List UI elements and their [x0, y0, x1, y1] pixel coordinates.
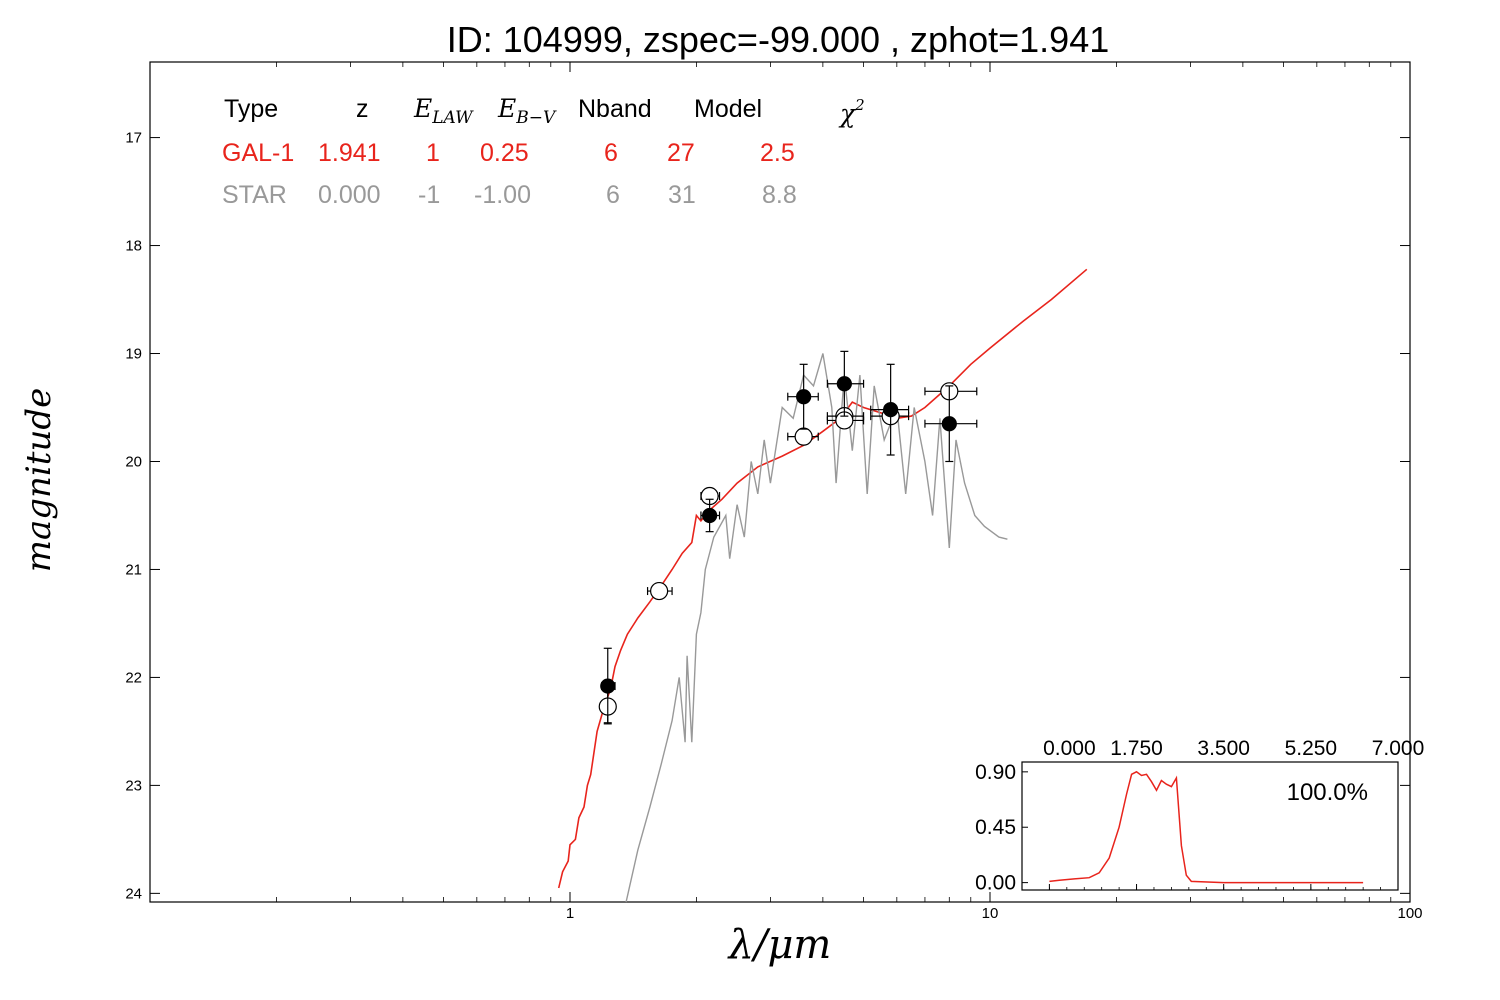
chart-title: ID: 104999, zspec=-99.000 , zphot=1.941: [447, 19, 1109, 60]
x-axis-label: λ/μm: [727, 922, 832, 968]
main-points: [598, 350, 978, 725]
gal-chi2: 2.5: [760, 139, 795, 167]
observed-point: [924, 385, 978, 463]
observed-point: [870, 363, 910, 456]
model-point: [787, 427, 819, 446]
model-point: [700, 486, 721, 506]
fit-table: Type z ELAW EB−V Nband Model χ2 GAL-1 1.…: [222, 94, 865, 209]
observed-marker: [796, 389, 812, 405]
pdz-line: [1049, 770, 1364, 884]
gal-model: 27: [667, 139, 695, 167]
inset-x-tick-label: 5.250: [1285, 737, 1338, 760]
y-tick-label: 24: [125, 885, 142, 902]
y-tick-label: 20: [125, 453, 142, 470]
inset-x-tick-label: 1.750: [1110, 737, 1163, 760]
observed-marker: [883, 402, 899, 418]
model-marker: [794, 427, 813, 446]
observed-point: [600, 647, 616, 725]
star-model: 31: [668, 181, 696, 209]
observed-point: [787, 363, 819, 430]
model-point: [646, 581, 673, 601]
x-tick-label: 1: [566, 905, 574, 922]
table-header-nband: Nband: [578, 95, 652, 123]
star-chi2: 8.8: [762, 181, 797, 209]
y-tick-label: 18: [125, 238, 142, 255]
x-tick-label: 10: [982, 905, 999, 922]
table-header-model: Model: [694, 95, 762, 123]
observed-marker: [836, 376, 852, 392]
model-point: [826, 411, 865, 430]
inset-series: [1049, 770, 1364, 884]
y-axis-label: magnitude: [19, 388, 59, 573]
inset-x-tick-label: 7.000: [1372, 737, 1425, 760]
y-tick-label: 23: [125, 777, 142, 794]
inset-percentage: 100.0%: [1287, 779, 1368, 806]
observed-point: [700, 498, 721, 533]
star-elaw: -1: [418, 181, 440, 209]
y-tick-label: 17: [125, 130, 142, 147]
inset-y-tick-label: 0.45: [975, 816, 1016, 839]
inset-y-tick-label: 0.00: [975, 872, 1016, 895]
model-marker: [650, 581, 669, 601]
main-axes: 1 10 100 17 18 19 20 21 22 23 24: [125, 62, 1423, 922]
star-z: 0.000: [318, 181, 381, 209]
table-header-chi2: χ2: [838, 96, 865, 128]
pdz-inset: 0.000 1.750 3.500 5.250 7.000 0.00 0.45 0.90 10…: [975, 737, 1424, 895]
y-tick-label: 22: [125, 669, 142, 686]
inset-x-tick-label: 0.000: [1043, 737, 1096, 760]
model-point: [924, 382, 978, 401]
gal-z: 1.941: [318, 139, 381, 167]
gal-ebv: 0.25: [480, 139, 529, 167]
star-type: STAR: [222, 181, 287, 209]
inset-frame: [1021, 761, 1399, 891]
observed-marker: [941, 416, 957, 432]
y-tick-label: 21: [125, 561, 142, 578]
gal-elaw: 1: [426, 139, 440, 167]
gal-nband: 6: [604, 139, 618, 167]
table-row-star: STAR 0.000 -1 -1.00 6 31 8.8: [222, 181, 797, 209]
observed-marker: [702, 507, 718, 524]
star-ebv: -1.00: [474, 181, 531, 209]
observed-point: [826, 350, 865, 417]
inset-axes: 0.000 1.750 3.500 5.250 7.000 0.00 0.45 0.90: [975, 737, 1424, 895]
gal-type: GAL-1: [222, 139, 294, 167]
x-tick-label: 100: [1397, 905, 1422, 922]
table-header-z: z: [356, 95, 369, 123]
star-nband: 6: [606, 181, 620, 209]
table-row-gal: GAL-1 1.941 1 0.25 6 27 2.5: [222, 139, 795, 167]
table-header-type: Type: [224, 95, 278, 123]
y-tick-label: 19: [125, 346, 142, 363]
observed-marker: [600, 678, 616, 694]
inset-y-tick-label: 0.90: [975, 761, 1016, 784]
inset-x-tick-label: 3.500: [1197, 737, 1250, 760]
